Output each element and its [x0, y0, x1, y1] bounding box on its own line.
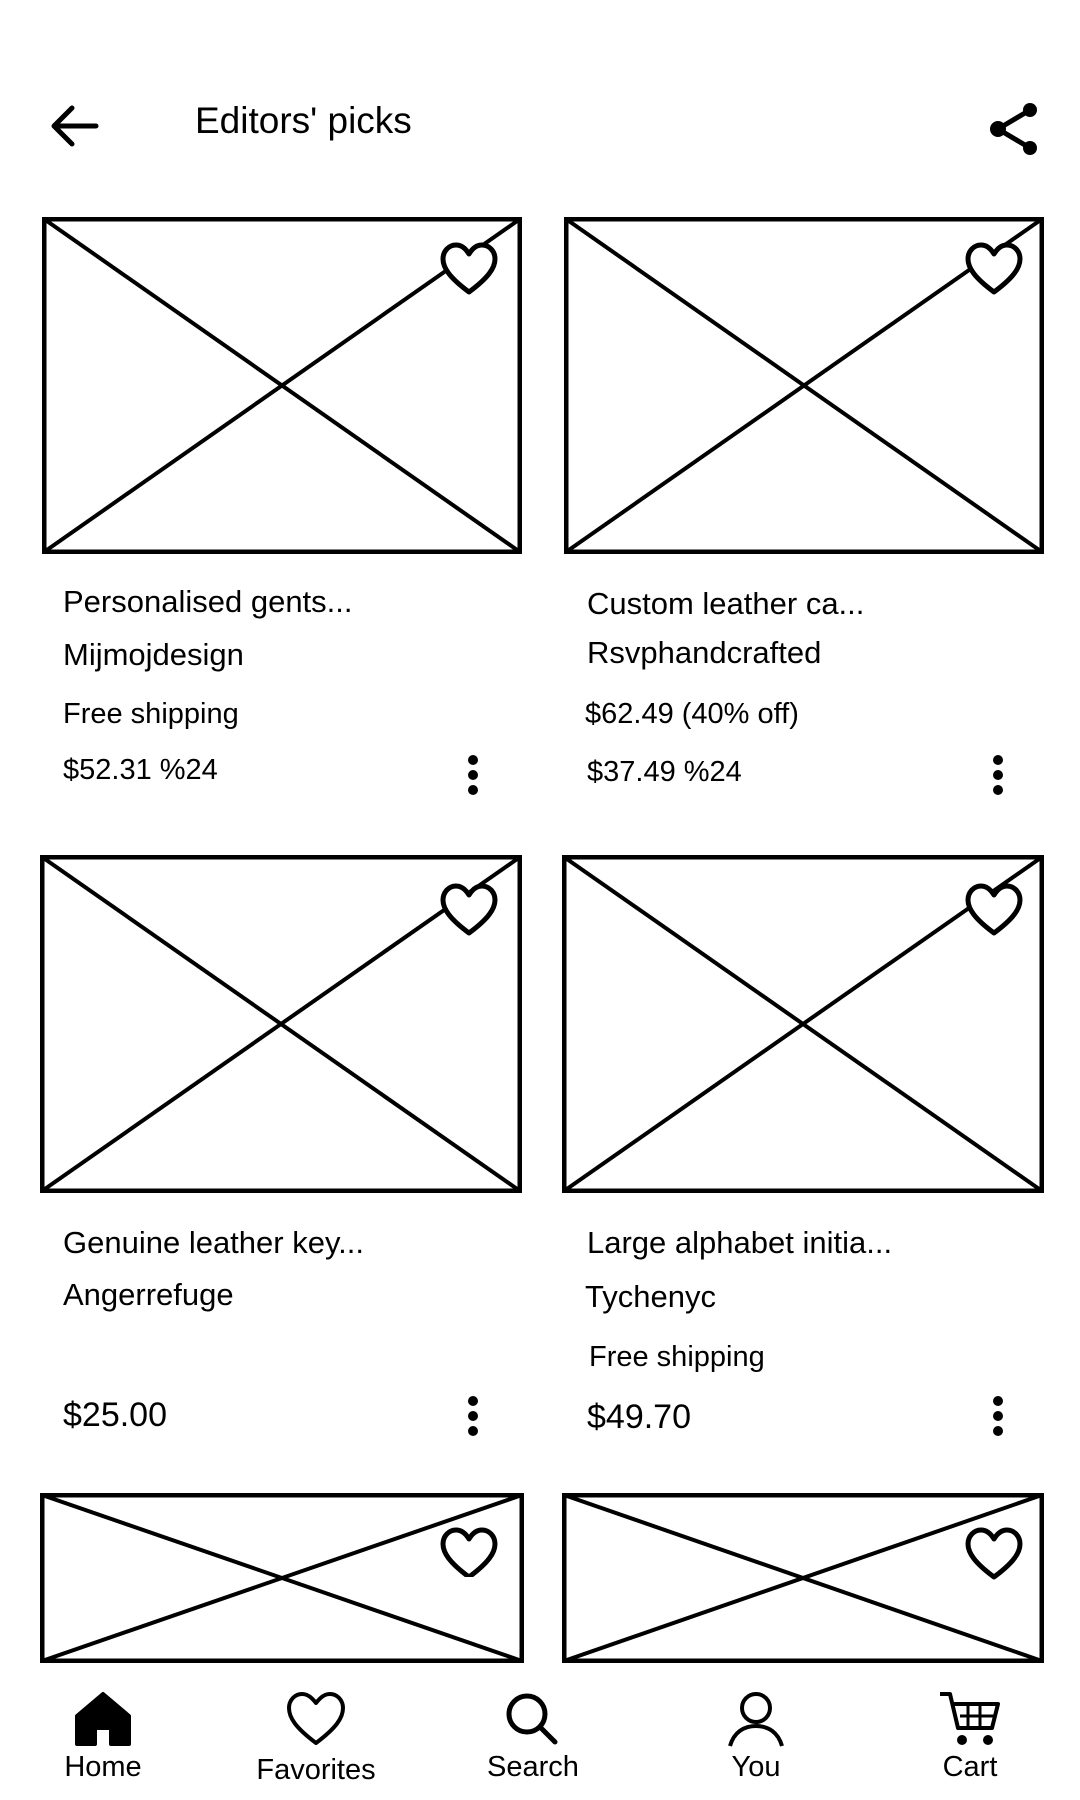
share-button[interactable]: [988, 102, 1040, 156]
shop-name[interactable]: Rsvphandcrafted: [587, 635, 822, 670]
bottom-nav: Home Favorites Search You Cart: [0, 1680, 1080, 1800]
product-image[interactable]: [40, 1493, 524, 1663]
home-icon: [75, 1692, 131, 1746]
product-title[interactable]: Genuine leather key...: [63, 1225, 364, 1260]
favorite-heart-icon[interactable]: [440, 242, 498, 296]
product-price: $49.70: [587, 1398, 691, 1436]
product-image[interactable]: [562, 855, 1044, 1193]
share-icon: [990, 103, 1037, 155]
product-image[interactable]: [562, 1493, 1044, 1663]
nav-label: You: [731, 1751, 781, 1783]
product-price: $25.00: [63, 1396, 167, 1434]
shop-name[interactable]: Angerrefuge: [63, 1277, 234, 1312]
nav-home[interactable]: Home: [23, 1680, 183, 1800]
product-price: $37.49 %24: [587, 756, 742, 788]
more-options-icon[interactable]: [991, 755, 1005, 795]
nav-label: Cart: [942, 1751, 998, 1783]
more-options-icon[interactable]: [466, 1396, 480, 1436]
user-icon: [728, 1692, 784, 1747]
product-image[interactable]: [40, 855, 522, 1193]
favorite-heart-icon[interactable]: [965, 883, 1023, 937]
search-icon: [506, 1693, 558, 1745]
product-title[interactable]: Custom leather ca...: [587, 586, 865, 621]
favorite-heart-icon[interactable]: [965, 1527, 1023, 1581]
product-image[interactable]: [42, 217, 522, 554]
nav-label: Favorites: [256, 1754, 376, 1786]
nav-search[interactable]: Search: [453, 1680, 613, 1800]
shipping-info: Free shipping: [63, 698, 239, 730]
page-title: Editors' picks: [195, 100, 412, 141]
nav-label: Search: [487, 1751, 579, 1783]
nav-cart[interactable]: Cart: [890, 1680, 1050, 1800]
product-price: $52.31 %24: [63, 754, 218, 786]
back-button[interactable]: [48, 104, 100, 148]
cart-icon: [940, 1692, 1000, 1745]
nav-label: Home: [64, 1751, 142, 1783]
product-image[interactable]: [564, 217, 1044, 554]
original-price-discount: $62.49 (40% off): [585, 698, 799, 730]
favorite-heart-icon[interactable]: [440, 1527, 498, 1577]
shipping-info: Free shipping: [589, 1341, 765, 1373]
arrow-left-icon: [51, 105, 99, 147]
more-options-icon[interactable]: [991, 1396, 1005, 1436]
shop-name[interactable]: Mijmojdesign: [63, 637, 244, 672]
shop-name[interactable]: Tychenyc: [585, 1279, 716, 1314]
nav-favorites[interactable]: Favorites: [236, 1680, 396, 1800]
product-title[interactable]: Personalised gents...: [63, 584, 353, 619]
favorite-heart-icon[interactable]: [965, 242, 1023, 296]
more-options-icon[interactable]: [466, 755, 480, 795]
heart-icon: [287, 1692, 345, 1745]
product-title[interactable]: Large alphabet initia...: [587, 1225, 893, 1260]
nav-you[interactable]: You: [676, 1680, 836, 1800]
favorite-heart-icon[interactable]: [440, 883, 498, 937]
